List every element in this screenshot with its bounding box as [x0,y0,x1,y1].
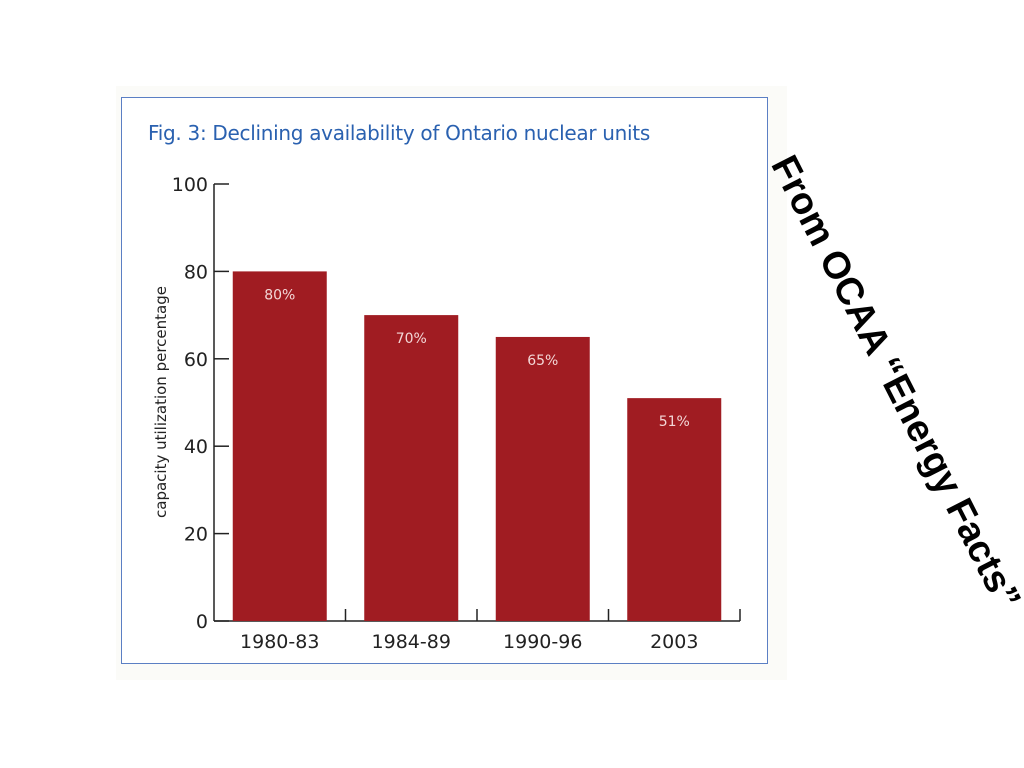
y-axis-label: capacity utilization percentage [152,286,170,518]
y-tick-label: 40 [184,436,208,458]
labels: 0 20 40 60 80 100 capacity utilization percent… [152,174,698,653]
bar-data-label: 65% [527,353,558,369]
bars [232,271,722,621]
bar-data-label: 51% [659,414,690,430]
y-tick-label: 100 [172,174,208,196]
bar-data-label: 80% [264,287,295,303]
y-tick-label: 0 [196,611,208,633]
bar [364,315,459,621]
bar-data-label: 70% [396,331,427,347]
y-tick-label: 20 [184,524,208,546]
y-tick-label: 80 [184,261,208,283]
x-tick-label: 2003 [650,631,698,653]
x-tick-label: 1980-83 [240,631,319,653]
bar [232,271,327,621]
x-tick-label: 1984-89 [372,631,451,653]
x-tick-label: 1990-96 [503,631,582,653]
bar [495,336,590,621]
y-tick-label: 60 [184,349,208,371]
bar [627,398,722,621]
figure-title: Fig. 3: Declining availability of Ontari… [148,121,650,145]
